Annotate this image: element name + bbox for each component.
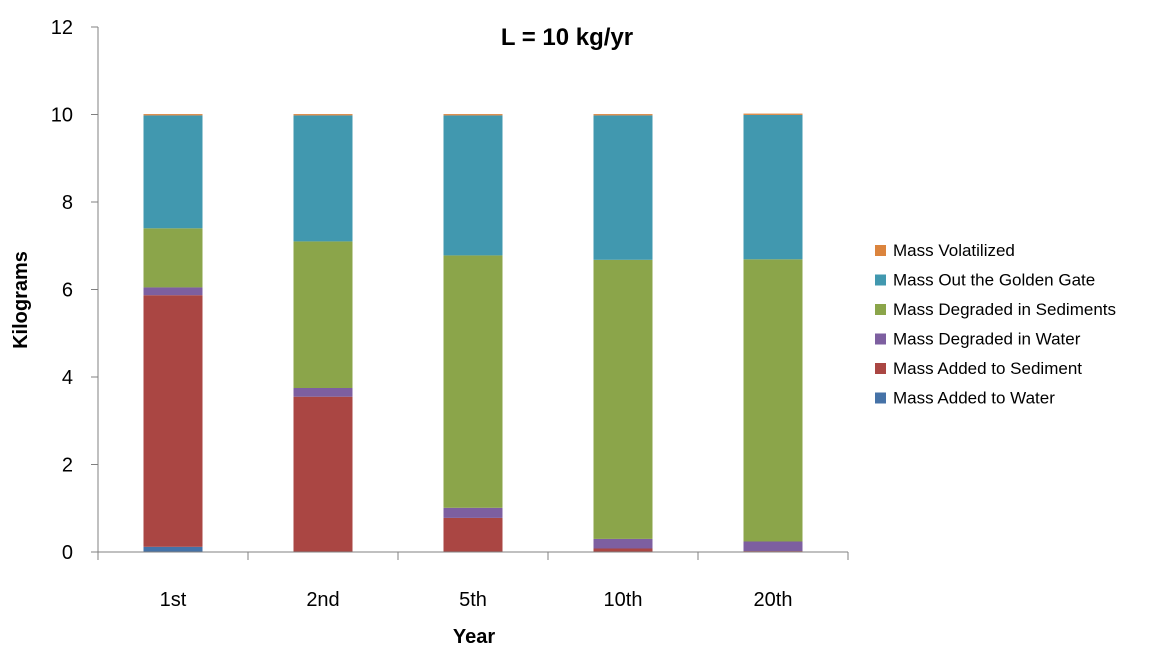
bar-segment-2-1 xyxy=(143,295,203,547)
bar-segment-6-1 xyxy=(143,114,203,116)
bar-segment-5-4 xyxy=(593,115,653,260)
legend-swatch-2 xyxy=(875,274,886,286)
bar-segment-6-2 xyxy=(293,114,353,116)
x-axis-label: Year xyxy=(453,626,495,648)
bar-segment-6-5 xyxy=(743,113,803,115)
bar-segment-3-2 xyxy=(293,387,353,397)
bar-segment-5-1 xyxy=(143,115,203,229)
legend-swatch-1 xyxy=(875,245,886,256)
x-tick-label-4: 10th xyxy=(604,589,643,611)
x-tick-label-5: 20th xyxy=(754,589,793,611)
bar-segment-6-4 xyxy=(593,114,653,116)
bar-segment-2-4 xyxy=(593,548,653,552)
bar-segment-4-3 xyxy=(443,255,503,508)
bar-segment-1-1 xyxy=(143,546,203,553)
y-tick-label-3: 4 xyxy=(62,367,73,389)
legend: Mass Volatilized Mass Out the Golden Gate… xyxy=(875,241,1116,408)
legend-label-2: Mass Out the Golden Gate xyxy=(893,271,1095,290)
y-tick-label-5: 8 xyxy=(62,192,73,214)
bar-segment-6-3 xyxy=(443,114,503,116)
x-tick-label-3: 5th xyxy=(459,589,487,611)
y-tick-label-7: 12 xyxy=(51,17,73,39)
legend-label-5: Mass Added to Sediment xyxy=(893,359,1082,378)
legend-swatch-6 xyxy=(875,392,886,404)
y-axis-label: Kilograms xyxy=(10,251,32,349)
legend-swatch-3 xyxy=(875,304,886,315)
bar-segment-3-3 xyxy=(443,507,503,518)
bar-segment-3-1 xyxy=(143,287,203,296)
bar-segment-3-4 xyxy=(593,538,653,549)
bar-segment-2-2 xyxy=(293,396,353,552)
y-tick-label-1: 0 xyxy=(62,542,73,564)
bar-segment-4-5 xyxy=(743,259,803,542)
x-tick-label-2: 2nd xyxy=(306,589,339,611)
bar-segment-4-4 xyxy=(593,259,653,539)
y-tick-label-6: 10 xyxy=(51,105,73,127)
bar-segment-2-3 xyxy=(443,517,503,552)
legend-label-1: Mass Volatilized xyxy=(893,241,1015,260)
bar-segment-5-5 xyxy=(743,114,803,260)
x-tick-label-1: 1st xyxy=(160,589,187,611)
y-tick-label-2: 2 xyxy=(62,455,73,477)
plot-area: 1st 2nd 5th 10th 20th 0 2 4 6 8 10 12 xyxy=(51,17,849,611)
y-tick-label-4: 6 xyxy=(62,280,73,302)
chart-title: L = 10 kg/yr xyxy=(501,24,633,51)
bar-segment-5-2 xyxy=(293,115,353,242)
bar-segment-4-2 xyxy=(293,241,353,388)
bar-segment-5-3 xyxy=(443,115,503,256)
legend-label-3: Mass Degraded in Sediments xyxy=(893,300,1116,319)
legend-swatch-4 xyxy=(875,333,886,345)
legend-label-6: Mass Added to Water xyxy=(893,389,1055,408)
legend-swatch-5 xyxy=(875,363,886,374)
bar-segment-3-5 xyxy=(743,541,803,552)
legend-label-4: Mass Degraded in Water xyxy=(893,330,1081,349)
bar-segment-4-1 xyxy=(143,228,203,288)
